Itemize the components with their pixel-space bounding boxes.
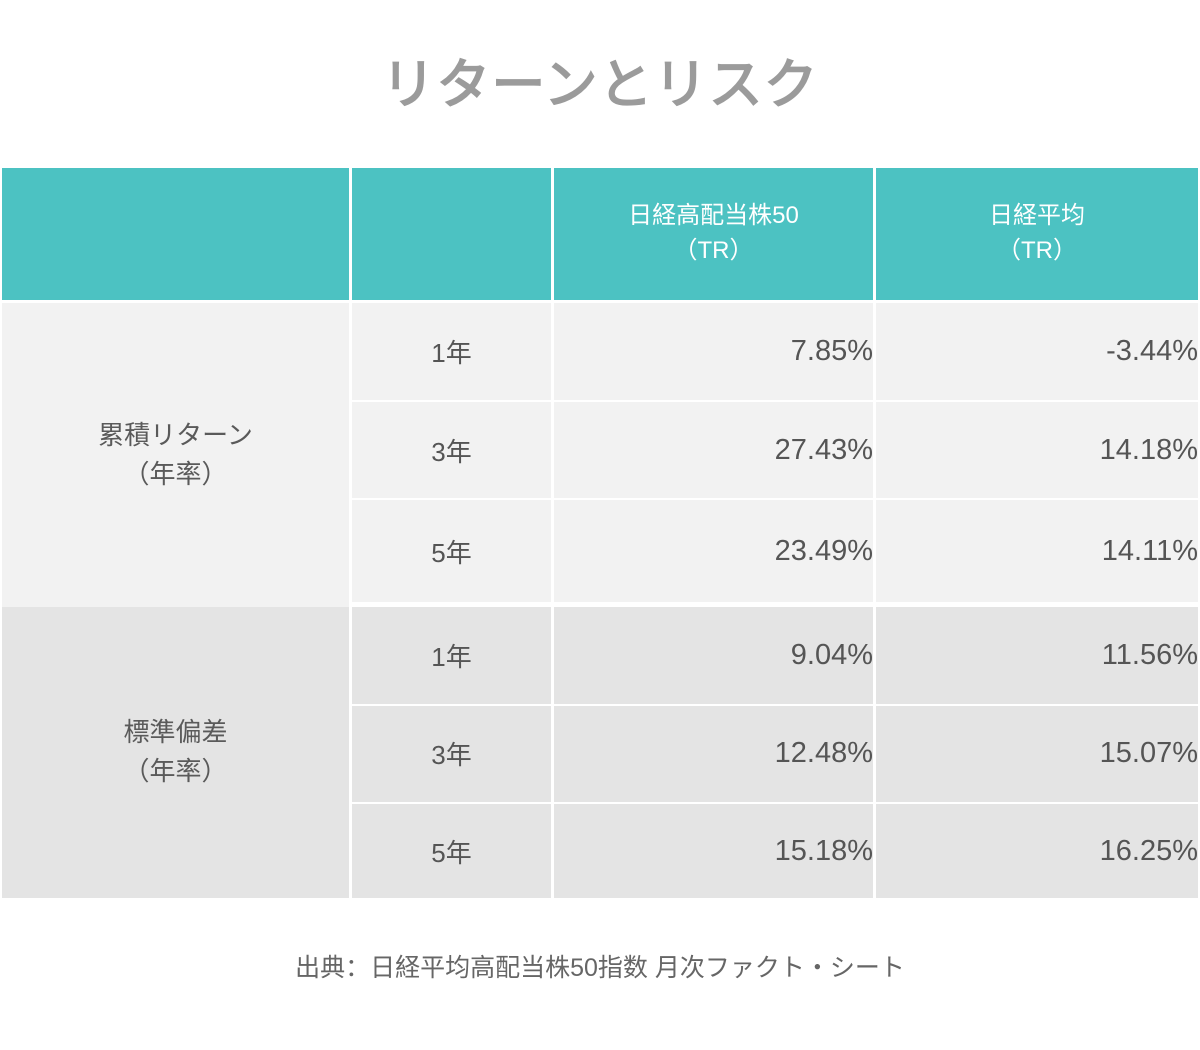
value-cell-series-b: 11.56% <box>876 606 1198 706</box>
value-cell-series-a: 27.43% <box>554 401 876 501</box>
header-cell-series-b: 日経平均 （TR） <box>876 168 1198 303</box>
value-cell-series-a: 15.18% <box>554 804 876 898</box>
group-label-line2: （年率） <box>123 458 228 489</box>
header-cell-group <box>2 168 352 303</box>
term-cell: 1年 <box>352 303 554 402</box>
value-cell-series-b: -3.44% <box>876 303 1198 402</box>
term-cell: 5年 <box>352 804 554 898</box>
group-label-line2: （年率） <box>123 756 228 787</box>
value-cell-series-b: 14.18% <box>876 401 1198 501</box>
table-row: 3年 12.48% 15.07% <box>2 705 1198 805</box>
value-cell-series-a: 12.48% <box>554 705 876 805</box>
value-cell-series-b: 14.11% <box>876 500 1198 607</box>
value-cell-series-a: 7.85% <box>554 303 876 402</box>
header-series-a-line2: （TR） <box>673 237 754 264</box>
value-cell-series-b: 15.07% <box>876 705 1198 805</box>
table-row: 3年 27.43% 14.18% <box>2 401 1198 501</box>
returns-risk-table: 日経高配当株50 （TR） 日経平均 （TR） 累積リターン （年率） <box>2 168 1198 898</box>
value-cell-series-a: 9.04% <box>554 606 876 706</box>
table-header-row: 日経高配当株50 （TR） 日経平均 （TR） <box>2 168 1198 303</box>
header-series-a-line1: 日経高配当株50 <box>628 202 799 230</box>
header-cell-series-a: 日経高配当株50 （TR） <box>554 168 876 303</box>
term-cell: 5年 <box>352 500 554 607</box>
table-row: 5年 15.18% 16.25% <box>2 804 1198 898</box>
term-cell: 3年 <box>352 401 554 501</box>
table-row: 標準偏差 （年率） 1年 9.04% 11.56% <box>2 606 1198 898</box>
term-cell: 3年 <box>352 705 554 805</box>
header-cell-term <box>352 168 554 303</box>
value-cell-series-a: 23.49% <box>554 500 876 607</box>
header-series-b-line2: （TR） <box>997 237 1077 264</box>
group-label-line1: 標準偏差 <box>123 717 228 748</box>
group-label-standard-deviation: 標準偏差 （年率） <box>2 606 352 898</box>
header-series-b-line1: 日経平均 <box>989 202 1085 230</box>
table-row: 5年 23.49% 14.11% <box>2 500 1198 607</box>
group-label-cumulative-return: 累積リターン （年率） <box>2 303 352 607</box>
table-row: 累積リターン （年率） 1年 7.85% -3.44% <box>2 303 1198 607</box>
source-footnote: 出典：日経平均高配当株50指数 月次ファクト・シート <box>295 954 905 982</box>
returns-risk-table-container: 日経高配当株50 （TR） 日経平均 （TR） 累積リターン （年率） <box>2 168 1198 898</box>
term-cell: 1年 <box>352 606 554 706</box>
value-cell-series-b: 16.25% <box>876 804 1198 898</box>
page-title: リターンとリスク <box>381 55 819 115</box>
group-label-line1: 累積リターン <box>98 419 253 450</box>
